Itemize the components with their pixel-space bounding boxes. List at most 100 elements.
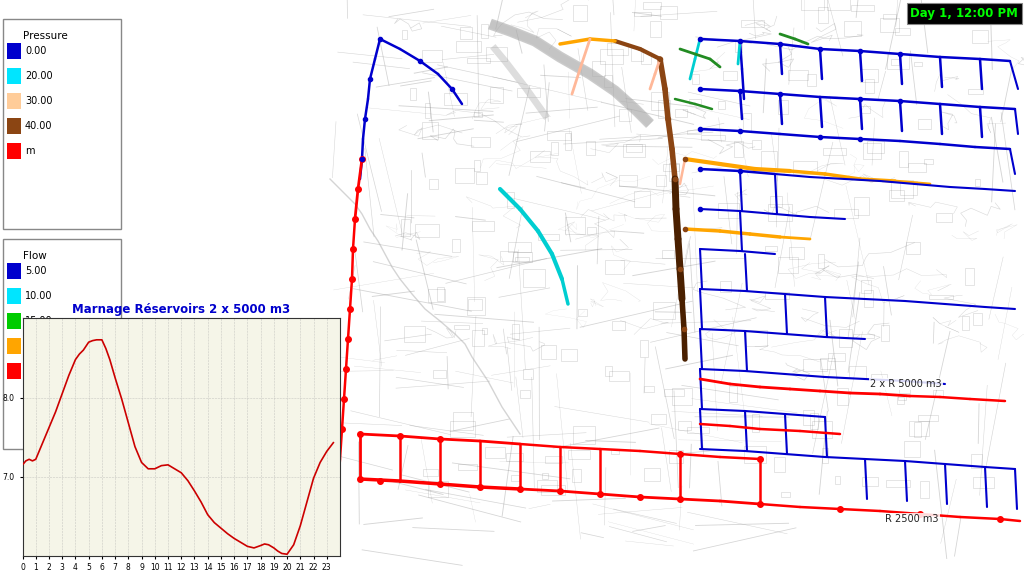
- Bar: [861, 105, 870, 113]
- Bar: [422, 50, 442, 61]
- Bar: [971, 455, 982, 468]
- Text: 15.00: 15.00: [25, 316, 52, 326]
- Bar: [472, 221, 494, 231]
- FancyBboxPatch shape: [3, 19, 121, 229]
- Bar: [484, 448, 505, 459]
- Bar: [720, 280, 731, 292]
- Bar: [474, 112, 481, 117]
- Bar: [867, 141, 885, 153]
- Bar: [604, 75, 612, 86]
- Bar: [820, 358, 835, 369]
- Bar: [538, 234, 559, 240]
- Bar: [634, 192, 650, 207]
- Bar: [687, 427, 709, 433]
- Bar: [508, 242, 530, 252]
- Bar: [650, 415, 666, 424]
- Bar: [482, 328, 487, 334]
- Bar: [611, 449, 618, 454]
- Bar: [454, 412, 473, 430]
- Bar: [859, 69, 878, 82]
- Bar: [863, 143, 881, 159]
- Bar: [761, 151, 777, 168]
- Text: 30.00: 30.00: [25, 96, 52, 106]
- Bar: [467, 297, 485, 315]
- Bar: [547, 131, 571, 140]
- Bar: [840, 329, 852, 347]
- Text: Day 1, 12:00 PM: Day 1, 12:00 PM: [910, 7, 1018, 20]
- Bar: [909, 422, 930, 436]
- Bar: [913, 422, 921, 437]
- Bar: [640, 340, 648, 357]
- Bar: [975, 178, 980, 186]
- Bar: [517, 89, 540, 97]
- Bar: [7, 118, 22, 134]
- Bar: [718, 101, 725, 109]
- Bar: [7, 143, 22, 159]
- Bar: [468, 299, 482, 310]
- Bar: [936, 212, 952, 222]
- Bar: [486, 47, 507, 61]
- Bar: [7, 93, 22, 109]
- Bar: [861, 280, 870, 292]
- Bar: [542, 473, 548, 479]
- Bar: [641, 52, 650, 64]
- Bar: [632, 48, 643, 61]
- Bar: [743, 446, 766, 463]
- Bar: [921, 481, 930, 498]
- Bar: [428, 481, 449, 497]
- Bar: [719, 203, 739, 218]
- Bar: [778, 257, 799, 273]
- Bar: [865, 79, 874, 93]
- Bar: [454, 324, 469, 329]
- Bar: [743, 113, 752, 131]
- Bar: [520, 390, 529, 398]
- Bar: [672, 389, 692, 405]
- Bar: [900, 181, 916, 195]
- Bar: [7, 263, 22, 279]
- Bar: [891, 181, 913, 198]
- Bar: [881, 325, 890, 342]
- Bar: [745, 330, 767, 346]
- Text: LPS: LPS: [25, 366, 43, 376]
- Text: Pressure: Pressure: [23, 31, 68, 41]
- Bar: [410, 87, 416, 101]
- Bar: [834, 209, 858, 218]
- Bar: [506, 453, 522, 461]
- Bar: [7, 363, 22, 379]
- Bar: [899, 151, 908, 167]
- Bar: [507, 192, 514, 208]
- Bar: [675, 109, 687, 116]
- Bar: [765, 245, 776, 251]
- Bar: [565, 217, 585, 234]
- Bar: [545, 456, 561, 463]
- Bar: [692, 74, 699, 84]
- Bar: [924, 159, 933, 164]
- Bar: [906, 243, 921, 254]
- Bar: [770, 196, 782, 207]
- Bar: [734, 141, 742, 157]
- Bar: [7, 338, 22, 354]
- Bar: [627, 144, 642, 152]
- Bar: [735, 41, 741, 52]
- Bar: [471, 137, 489, 146]
- Bar: [644, 386, 653, 391]
- Text: m: m: [25, 146, 35, 156]
- Bar: [423, 122, 438, 139]
- Bar: [899, 382, 910, 393]
- Text: 20.00: 20.00: [25, 71, 52, 81]
- Bar: [845, 21, 861, 36]
- Bar: [634, 12, 650, 16]
- Text: 0.00: 0.00: [25, 46, 46, 56]
- Bar: [404, 326, 425, 342]
- Bar: [778, 100, 787, 114]
- Bar: [904, 441, 920, 457]
- Bar: [974, 478, 994, 488]
- Bar: [458, 464, 477, 470]
- Bar: [794, 161, 817, 174]
- Title: Marnage Réservoirs 2 x 5000 m3: Marnage Réservoirs 2 x 5000 m3: [72, 303, 291, 316]
- Bar: [401, 218, 411, 236]
- Bar: [649, 21, 662, 36]
- Bar: [822, 448, 828, 463]
- Bar: [807, 74, 816, 86]
- Bar: [887, 54, 909, 69]
